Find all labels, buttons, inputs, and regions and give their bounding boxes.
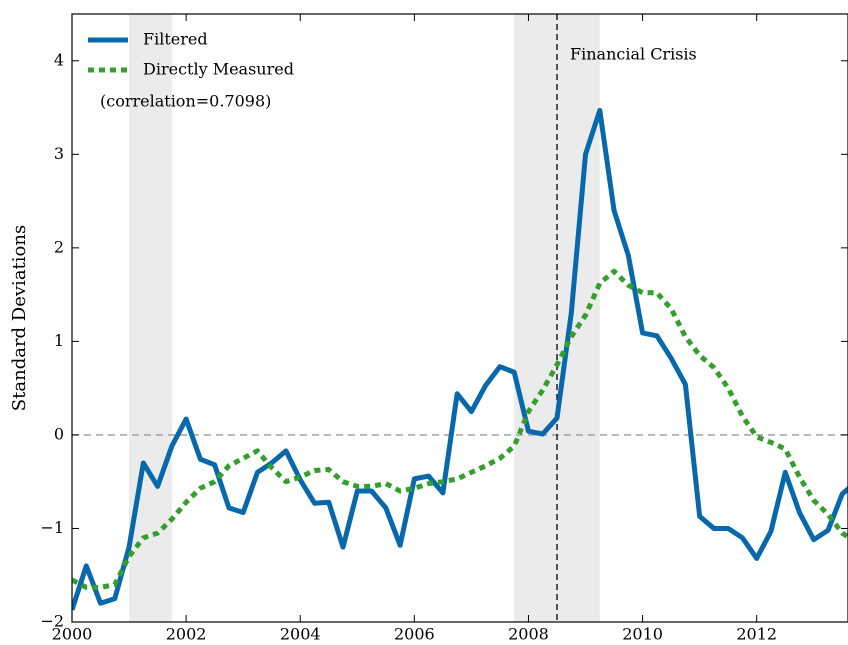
legend-label: Filtered: [143, 30, 208, 49]
plot-frame: [71, 13, 848, 623]
y-tick-label: 3: [54, 144, 64, 163]
x-tick-label: 2000: [52, 625, 93, 644]
x-tick-label: 2006: [394, 625, 435, 644]
x-tick-label: 2012: [736, 625, 777, 644]
x-tick-label: 2004: [280, 625, 321, 644]
y-axis-label: Standard Deviations: [9, 225, 30, 411]
y-tick-label: −2: [40, 612, 64, 631]
y-tick-label: 4: [54, 50, 64, 69]
series-line: [72, 268, 848, 590]
recession-band: [129, 14, 172, 622]
annotation: Financial Crisis: [570, 45, 697, 64]
y-tick-label: 1: [54, 331, 64, 350]
y-tick-label: 2: [54, 237, 64, 256]
y-tick-label: −1: [40, 518, 64, 537]
legend-label: Directly Measured: [143, 60, 294, 79]
x-tick-label: 2008: [508, 625, 549, 644]
series-line: [72, 107, 848, 611]
x-tick-label: 2010: [622, 625, 663, 644]
y-tick-label: 0: [54, 424, 64, 443]
x-tick-label: 2002: [166, 625, 207, 644]
annotation: (correlation=0.7098): [100, 92, 271, 111]
